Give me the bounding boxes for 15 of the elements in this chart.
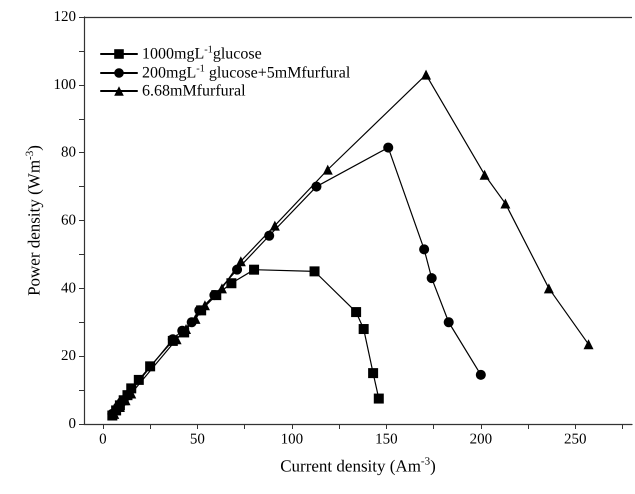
x-tick-label: 150 bbox=[375, 432, 398, 448]
x-tick-label: 200 bbox=[470, 432, 492, 448]
legend-label: 6.68mMfurfural bbox=[142, 82, 246, 100]
x-tick-label: 250 bbox=[564, 432, 587, 448]
y-axis-title: Power density (Wm-3) bbox=[24, 145, 44, 296]
x-tick-label: 50 bbox=[190, 432, 205, 448]
x-tick-label: 0 bbox=[99, 432, 107, 448]
y-tick-label: 100 bbox=[54, 76, 76, 93]
x-tick-label: 100 bbox=[280, 432, 304, 448]
y-tick-label: 20 bbox=[61, 348, 76, 364]
y-tick-label: 120 bbox=[54, 9, 76, 25]
y-tick-label: 60 bbox=[61, 212, 76, 228]
y-tick-label: 0 bbox=[68, 416, 76, 432]
y-tick-label: 80 bbox=[61, 144, 76, 161]
y-tick-label: 40 bbox=[61, 280, 76, 296]
